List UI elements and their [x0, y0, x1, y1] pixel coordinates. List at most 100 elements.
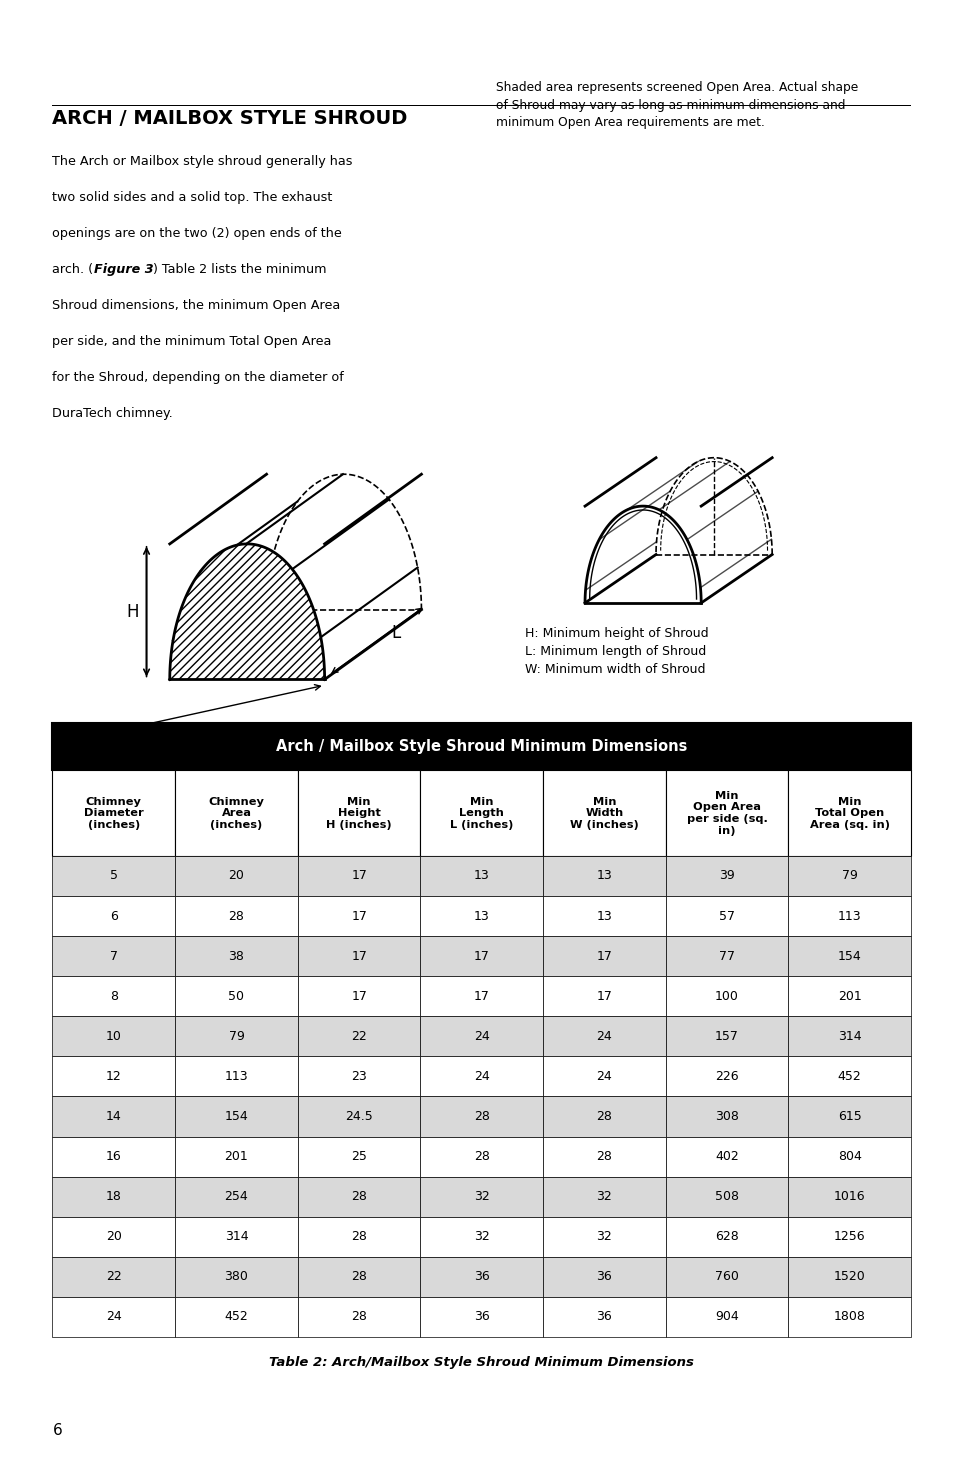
Text: 904: 904	[715, 1310, 739, 1323]
Bar	[175, 1257, 297, 1297]
Bar	[665, 1217, 787, 1257]
Bar	[665, 1096, 787, 1137]
Text: 17: 17	[474, 990, 489, 1003]
Bar	[787, 1016, 910, 1056]
Text: 17: 17	[351, 950, 367, 963]
Text: 13: 13	[474, 910, 489, 922]
Text: 20: 20	[106, 1230, 122, 1243]
Text: Min
Total Open
Area (sq. in): Min Total Open Area (sq. in)	[809, 796, 889, 830]
Text: 8: 8	[110, 990, 117, 1003]
Text: ) Table 2 lists the minimum: ) Table 2 lists the minimum	[153, 263, 326, 276]
Bar	[542, 1297, 665, 1336]
Bar	[420, 1177, 542, 1217]
Bar	[297, 976, 420, 1016]
Bar	[665, 770, 787, 856]
Text: Figure 3: Figure 3	[251, 749, 321, 764]
Text: 201: 201	[224, 1150, 248, 1164]
Text: 28: 28	[474, 1111, 489, 1122]
Bar	[175, 895, 297, 937]
Bar	[52, 723, 910, 770]
Text: 77: 77	[719, 950, 735, 963]
Text: per side, and the minimum Total Open Area: per side, and the minimum Total Open Are…	[52, 335, 332, 348]
Text: 36: 36	[596, 1310, 612, 1323]
Text: 17: 17	[351, 910, 367, 922]
Bar	[665, 1257, 787, 1297]
Bar	[297, 1217, 420, 1257]
Text: 100: 100	[715, 990, 739, 1003]
Text: 28: 28	[229, 910, 244, 922]
Bar	[52, 770, 175, 856]
Bar	[175, 1016, 297, 1056]
Text: 13: 13	[474, 869, 489, 882]
Text: 314: 314	[224, 1230, 248, 1243]
Text: 24: 24	[474, 1069, 489, 1083]
Bar	[787, 1137, 910, 1177]
Text: 6: 6	[52, 1422, 62, 1438]
Bar	[52, 976, 175, 1016]
Text: Min
Length
L (inches): Min Length L (inches)	[450, 796, 513, 830]
Bar	[542, 1096, 665, 1137]
Text: 57: 57	[719, 910, 735, 922]
Text: 24: 24	[596, 1030, 612, 1043]
Text: 39: 39	[719, 869, 734, 882]
Text: 17: 17	[474, 950, 489, 963]
Bar	[52, 1016, 175, 1056]
Text: 24: 24	[474, 1030, 489, 1043]
Bar	[52, 895, 175, 937]
Bar	[665, 895, 787, 937]
Text: 28: 28	[474, 1150, 489, 1164]
Bar	[297, 1016, 420, 1056]
Bar	[297, 1257, 420, 1297]
Bar	[175, 770, 297, 856]
Bar	[542, 1137, 665, 1177]
Text: Shaded area represents screened Open Area. Actual shape
of Shroud may vary as lo: Shaded area represents screened Open Are…	[496, 81, 858, 130]
Bar	[787, 1217, 910, 1257]
Text: 13: 13	[596, 869, 612, 882]
Text: 13: 13	[596, 910, 612, 922]
Bar	[420, 895, 542, 937]
Bar	[542, 1056, 665, 1096]
Text: 5: 5	[110, 869, 117, 882]
Text: arch. (: arch. (	[52, 263, 93, 276]
Text: 157: 157	[715, 1030, 739, 1043]
Bar	[420, 1297, 542, 1336]
Bar	[175, 1056, 297, 1096]
Text: for the Shroud, depending on the diameter of: for the Shroud, depending on the diamete…	[52, 370, 344, 384]
Text: Min
Width
W (inches): Min Width W (inches)	[570, 796, 639, 830]
Bar	[52, 1056, 175, 1096]
Text: W: W	[197, 739, 213, 757]
Bar	[297, 1297, 420, 1336]
Text: 28: 28	[596, 1111, 612, 1122]
Bar	[52, 1177, 175, 1217]
Text: 28: 28	[351, 1310, 367, 1323]
Bar	[665, 1297, 787, 1336]
Text: 452: 452	[837, 1069, 861, 1083]
Text: 32: 32	[474, 1230, 489, 1243]
Bar	[52, 1096, 175, 1137]
Bar	[787, 1096, 910, 1137]
Bar	[665, 976, 787, 1016]
Bar	[542, 895, 665, 937]
Bar	[297, 770, 420, 856]
Text: 22: 22	[351, 1030, 367, 1043]
Bar	[297, 1137, 420, 1177]
Text: 154: 154	[837, 950, 861, 963]
Bar	[665, 855, 787, 895]
Text: 12: 12	[106, 1069, 122, 1083]
Text: Figure 3: Figure 3	[93, 263, 153, 276]
Text: 32: 32	[474, 1190, 489, 1204]
Text: 22: 22	[106, 1270, 122, 1283]
Text: 14: 14	[106, 1111, 122, 1122]
Bar	[787, 1177, 910, 1217]
Bar	[175, 1137, 297, 1177]
Text: 38: 38	[229, 950, 244, 963]
Text: 452: 452	[224, 1310, 248, 1323]
Text: 50: 50	[228, 990, 244, 1003]
Text: 201: 201	[837, 990, 861, 1003]
Bar	[787, 855, 910, 895]
Bar	[665, 1056, 787, 1096]
Text: 18: 18	[106, 1190, 122, 1204]
Bar	[297, 937, 420, 976]
Text: 24: 24	[596, 1069, 612, 1083]
Polygon shape	[170, 544, 324, 680]
